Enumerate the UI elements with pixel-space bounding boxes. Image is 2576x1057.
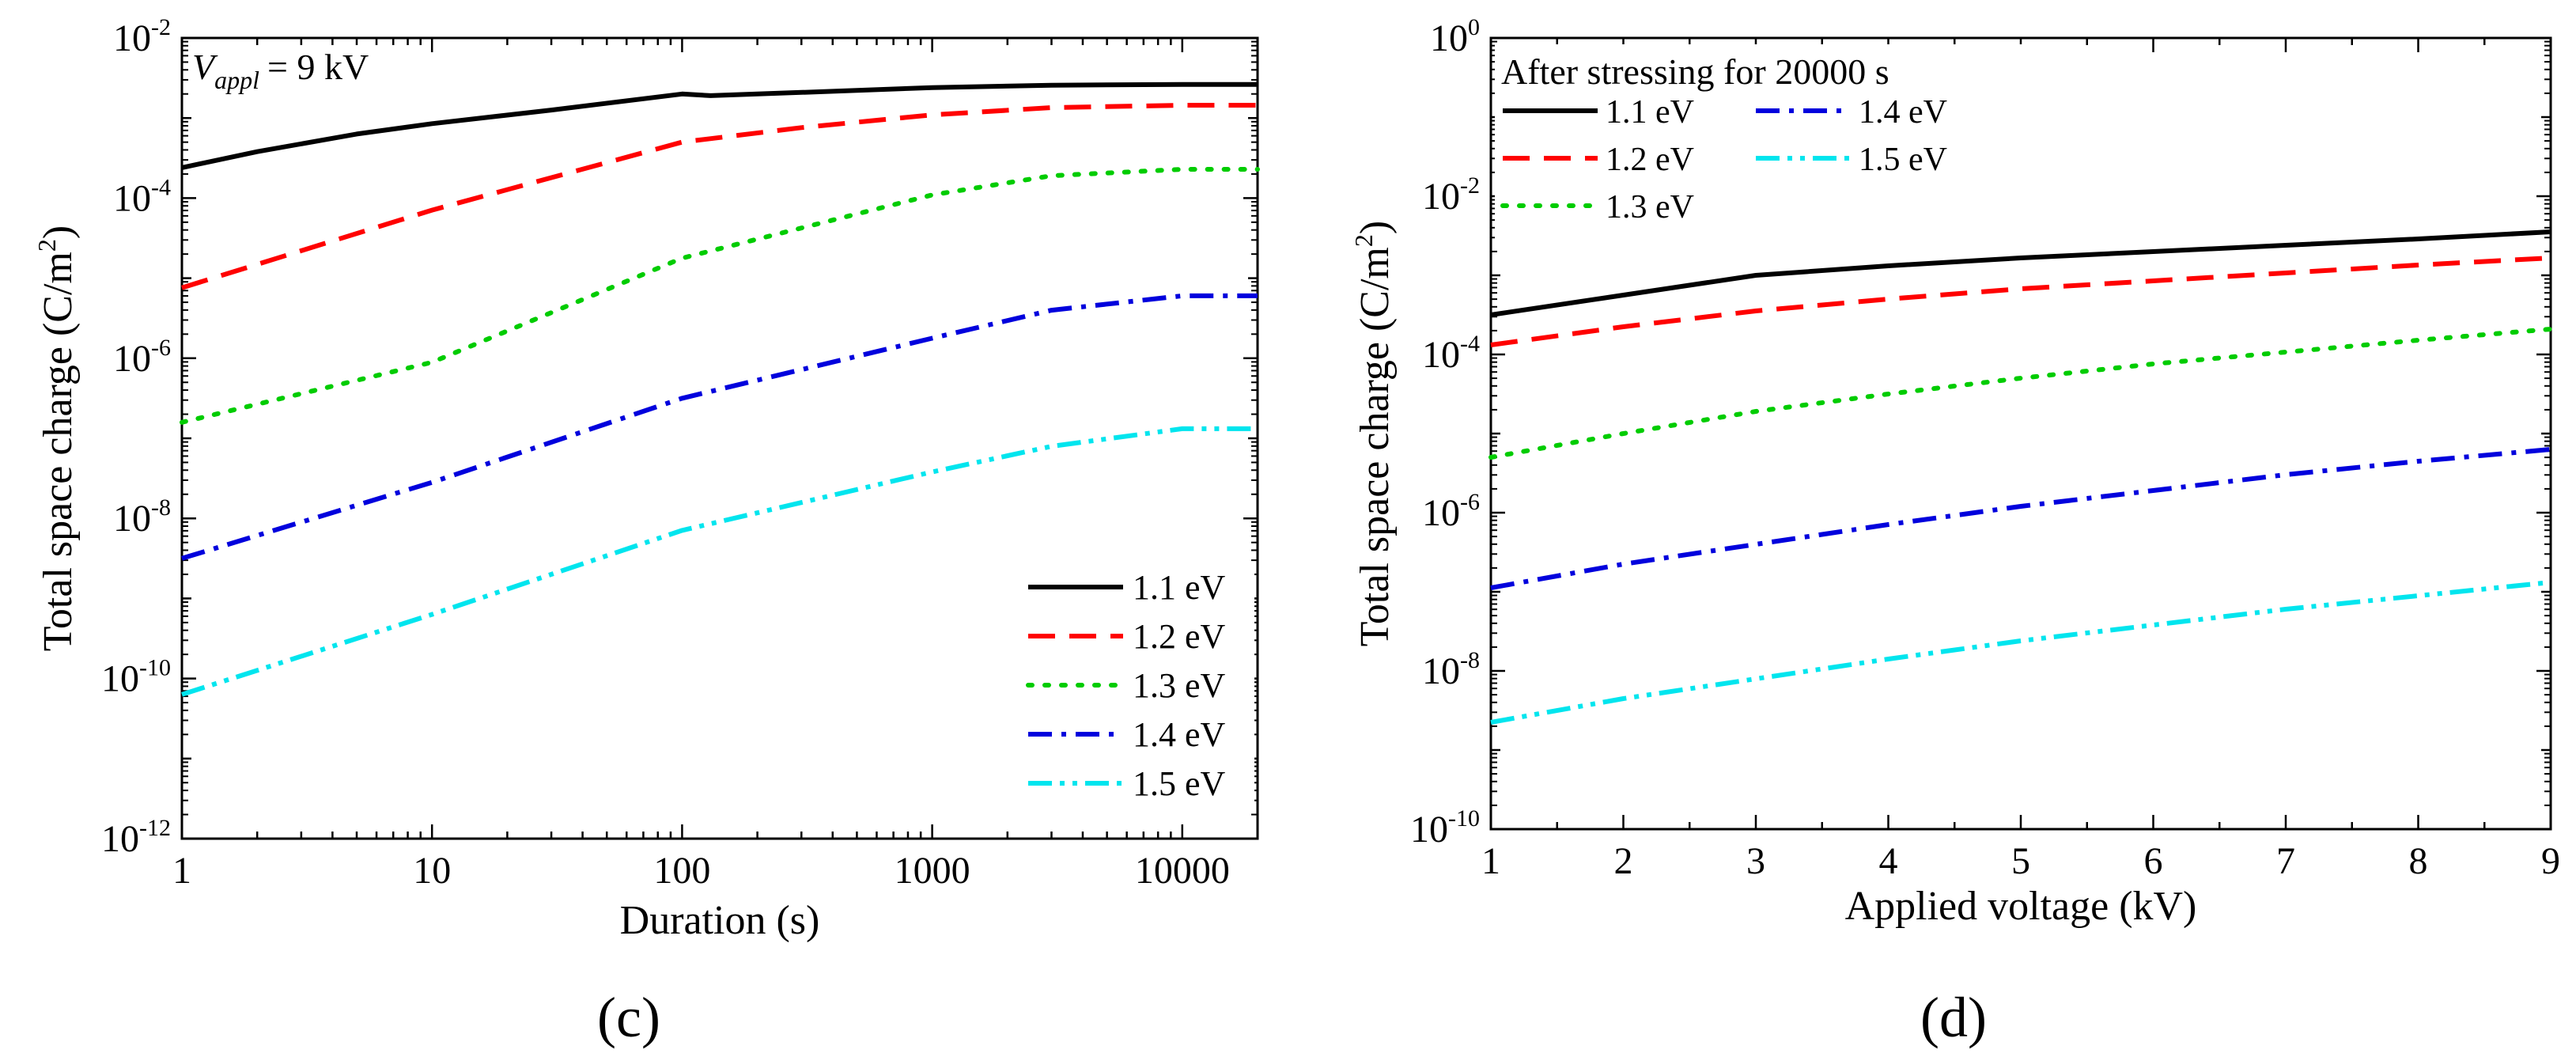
series-line-11-ev	[1490, 229, 2551, 317]
legend-label: 1.4 eV	[1859, 94, 1947, 131]
minor-ticks-d	[1491, 38, 2551, 829]
annotation-value: = 9 kV	[267, 47, 369, 87]
x-tick-label: 3	[1746, 840, 1765, 882]
y-tick-labels-d: 100 10-2 10-4 10-6 10-8 10-10	[1410, 14, 1480, 851]
y-tick-label: 10-4	[113, 174, 171, 219]
series-line-13-ev	[1488, 327, 2553, 460]
series-line-15-ev	[1490, 580, 2551, 725]
panel-label-d: (d)	[1920, 986, 1987, 1049]
legend-background-c	[1020, 562, 1254, 811]
y-tick-label: 10-8	[113, 494, 171, 540]
x-axis-label-c: Duration (s)	[620, 898, 820, 943]
y-tick-label: 10-4	[1422, 331, 1480, 376]
x-tick-label: 1	[1481, 840, 1500, 882]
legend-label: 1.1 eV	[1606, 94, 1694, 131]
x-tick-label: 1	[172, 850, 191, 892]
legend-label: 1.1 eV	[1133, 568, 1226, 607]
y-tick-label: 10-12	[101, 815, 171, 860]
x-tick-label: 6	[2144, 840, 2163, 882]
legend-label: 1.2 eV	[1133, 617, 1226, 656]
series-line-14-ev	[1490, 447, 2551, 590]
y-tick-label: 10-2	[1422, 172, 1480, 218]
legend-c: 1.1 eV 1.2 eV 1.3 eV 1.4 eV 1.5 eV	[1026, 568, 1226, 803]
y-tick-label: 100	[1430, 14, 1480, 59]
y-axis-label-c: Total space charge (C/m2)	[32, 225, 81, 651]
y-tick-label: 10-6	[1422, 489, 1480, 534]
voltage-annotation-c: Vappl = 9 kV	[192, 47, 369, 94]
panel-label-c: (c)	[597, 986, 660, 1049]
y-axis-label-d: Total space charge (C/m2)	[1349, 221, 1398, 646]
x-tick-label: 2	[1614, 840, 1633, 882]
legend-label: 1.4 eV	[1133, 715, 1226, 754]
chart-panel-d: 1 2 3 4 5 6 7 8 9 100 10-2 10-4 10-6 10-8 10-10 After…	[1349, 14, 2560, 1049]
x-tick-label: 10	[413, 850, 451, 892]
x-tick-label: 8	[2409, 840, 2428, 882]
series-lines-c	[180, 81, 1260, 697]
minor-ticks-c	[182, 38, 1259, 839]
legend-label: 1.3 eV	[1133, 666, 1226, 705]
series-line-13-ev	[180, 167, 1260, 425]
series-line-11-ev	[181, 81, 1258, 170]
x-tick-label: 10000	[1135, 850, 1230, 892]
annotation-symbol: V	[192, 47, 218, 87]
x-tick-label: 7	[2276, 840, 2295, 882]
y-tick-label: 10-8	[1422, 647, 1480, 692]
series-line-14-ev	[181, 293, 1258, 561]
x-tick-label: 100	[653, 850, 710, 892]
x-tick-labels-d: 1 2 3 4 5 6 7 8 9	[1481, 840, 2560, 882]
y-tick-label: 10-10	[1410, 805, 1480, 851]
series-line-15-ev	[181, 426, 1258, 697]
x-tick-labels-c: 1 10 100 1000 10000	[172, 850, 1230, 892]
series-line-12-ev	[181, 103, 1258, 290]
x-tick-label: 1000	[895, 850, 970, 892]
x-tick-label: 9	[2541, 840, 2560, 882]
legend-background-d	[1495, 44, 2033, 242]
x-axis-label-d: Applied voltage (kV)	[1845, 884, 2197, 929]
annotation-subscript: appl	[214, 66, 259, 94]
legend-label: 1.5 eV	[1859, 142, 1947, 178]
major-ticks-c	[180, 36, 1258, 840]
y-tick-label: 10-10	[101, 655, 171, 700]
legend-d: 1.1 eV 1.2 eV 1.3 eV 1.4 eV 1.5 eV	[1500, 94, 1947, 225]
x-tick-label: 4	[1879, 840, 1898, 882]
chart-panel-c: 1 10 100 1000 10000 10-210-410-610-810-1010-…	[32, 14, 1260, 1049]
y-tick-labels-c: 10-2 10-4 10-6 10-8 10-10 10-12	[101, 14, 171, 860]
series-line-12-ev	[1490, 256, 2551, 347]
y-tick-label: 10-6	[113, 335, 171, 380]
series-lines-d	[1488, 229, 2553, 725]
legend-label: 1.2 eV	[1606, 142, 1694, 178]
y-tick-label: 10-2	[113, 14, 171, 59]
x-tick-label: 5	[2011, 840, 2030, 882]
chart-title-d: After stressing for 20000 s	[1501, 51, 1889, 92]
legend-label: 1.5 eV	[1133, 764, 1226, 803]
legend-label: 1.3 eV	[1606, 189, 1694, 225]
